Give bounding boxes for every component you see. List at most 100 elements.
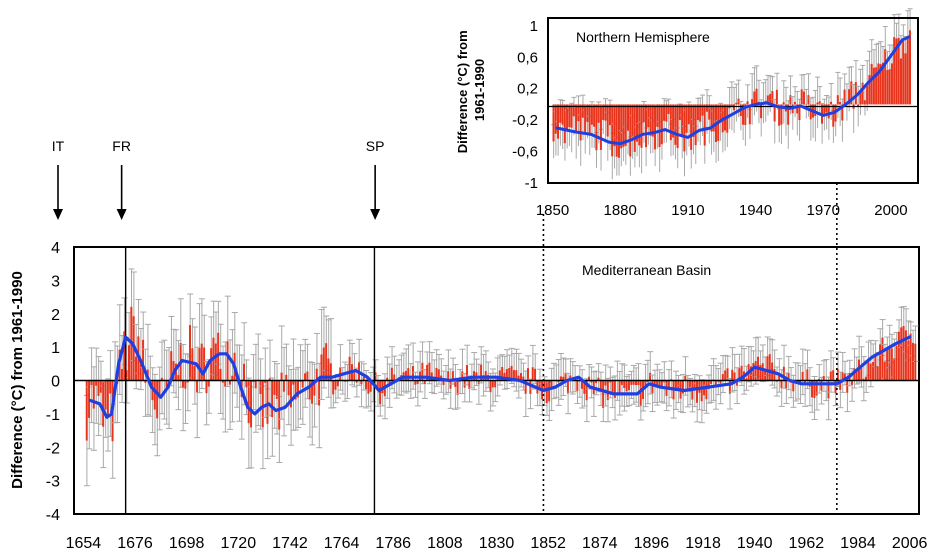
anomaly-bar (585, 380, 588, 401)
inset-y-tick-label: 0,6 (517, 49, 538, 66)
anomaly-bar (724, 370, 727, 381)
anomaly-bar (719, 380, 722, 384)
anomaly-bar (414, 380, 417, 385)
main-y-axis-label: Difference (°C) from 1961-1990 (9, 271, 26, 489)
inset-anomaly-bar (561, 104, 564, 125)
anomaly-bar (519, 373, 522, 381)
anomaly-bar (510, 365, 513, 381)
anomaly-bar (313, 380, 316, 396)
inset-anomaly-bar (908, 30, 912, 105)
y-tick-label: 1 (51, 340, 60, 357)
anomaly-bar (477, 380, 480, 385)
x-tick-label: 1764 (324, 535, 360, 552)
anomaly-bar (696, 380, 699, 403)
inset-anomaly-bar (640, 104, 643, 148)
anomaly-bar (524, 380, 527, 394)
inset-anomaly-bar (814, 104, 817, 117)
anomaly-bar (829, 371, 832, 381)
y-tick-label: -4 (46, 507, 60, 524)
anomaly-bar (273, 380, 276, 395)
anomaly-bar (860, 366, 863, 381)
anomaly-bar (374, 372, 377, 381)
anomaly-bar (534, 368, 537, 381)
anomaly-bar (644, 380, 647, 386)
anomaly-bar (198, 348, 201, 381)
x-tick-label: 1874 (582, 535, 618, 552)
anomaly-bar (766, 356, 769, 381)
anomaly-bar (693, 380, 696, 391)
anomaly-bar (649, 372, 652, 381)
anomaly-bar (153, 380, 156, 410)
anomaly-bar (294, 380, 297, 400)
anomaly-bar (855, 370, 858, 381)
anomaly-bar (325, 343, 328, 381)
anomaly-bar (698, 380, 701, 393)
inset-anomaly-bar (875, 67, 878, 105)
anomaly-bar (454, 380, 457, 387)
inset-anomaly-bar (825, 104, 828, 113)
inset-anomaly-bar (793, 101, 796, 105)
anomaly-bar (602, 380, 605, 408)
anomaly-bar (231, 375, 234, 381)
anomaly-bar (517, 375, 520, 381)
inset-anomaly-bar (733, 104, 736, 111)
anomaly-bar (550, 380, 553, 390)
anomaly-bar (355, 380, 358, 383)
inset-anomaly-bar (897, 37, 900, 105)
anomaly-bar (818, 378, 821, 381)
inset-anomaly-bar (782, 102, 785, 105)
inset-anomaly-bar (748, 104, 751, 125)
x-tick-label: 1984 (840, 535, 876, 552)
inset-plot-frame (547, 17, 919, 184)
anomaly-bar (656, 380, 659, 385)
anomaly-bar (545, 380, 548, 404)
inset-anomaly-bar (620, 104, 623, 149)
anomaly-bar (820, 380, 823, 391)
anomaly-bar (583, 380, 586, 394)
anomaly-bar (367, 380, 370, 394)
y-tick-label: 3 (51, 273, 60, 290)
inset-anomaly-bar (611, 104, 614, 157)
anomaly-bar (165, 380, 168, 388)
x-tick-label: 1720 (221, 535, 257, 552)
anomaly-bar (806, 369, 809, 381)
anomaly-bar (764, 368, 767, 381)
inset-anomaly-bar (848, 89, 851, 105)
anomaly-bar (451, 371, 454, 381)
anomaly-bar (247, 380, 250, 424)
anomaly-bar (254, 380, 257, 389)
inset-anomaly-bar (658, 104, 661, 147)
anomaly-bar (900, 327, 903, 381)
anomaly-bar (909, 333, 912, 381)
anomaly-bar (304, 373, 307, 381)
inset-anomaly-bar (888, 69, 891, 105)
inset-anomaly-bar (857, 104, 860, 107)
anomaly-bar (836, 369, 839, 381)
inset-anomaly-bar (683, 104, 686, 152)
anomaly-bar (461, 371, 464, 381)
anomaly-bar (177, 375, 180, 381)
anomaly-bar (390, 367, 393, 381)
x-tick-label: 1676 (117, 535, 153, 552)
anomaly-bar (252, 380, 255, 383)
anomaly-bar (353, 370, 356, 381)
inset-anomaly-bar (893, 37, 896, 105)
anomaly-bar (548, 380, 551, 402)
inset-anomaly-bar (877, 63, 880, 105)
inset-anomaly-bar (690, 104, 693, 150)
anomaly-bar (686, 380, 689, 392)
anomaly-bar (759, 365, 762, 381)
inset-anomaly-bar (588, 104, 591, 136)
anomaly-bar (827, 380, 830, 399)
inset-anomaly-bar (807, 95, 810, 105)
anomaly-bar (196, 380, 199, 393)
anomaly-bar (423, 380, 426, 384)
anomaly-bar (123, 331, 126, 381)
anomaly-bar (376, 380, 379, 391)
inset-y-tick-label: 0,2 (517, 81, 538, 98)
anomaly-bar (660, 380, 663, 388)
inset-anomaly-bar (660, 104, 663, 145)
inset-anomaly-bar (557, 104, 560, 139)
inset-anomaly-bar (674, 104, 677, 145)
anomaly-bar (850, 380, 853, 385)
